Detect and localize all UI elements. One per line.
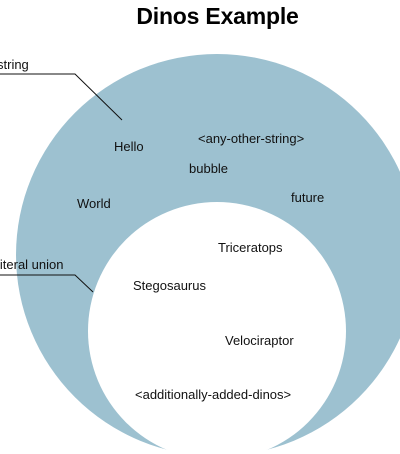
outer-member-world: World (77, 196, 111, 211)
inner-set-label: literal union (0, 257, 64, 272)
inner-member-velociraptor: Velociraptor (225, 333, 294, 348)
outer-set-leader-line (0, 73, 123, 121)
inner-member-triceratops: Triceratops (218, 240, 283, 255)
outer-member-future: future (291, 190, 324, 205)
inner-member-additionally-added-dinos: <additionally-added-dinos> (135, 387, 291, 402)
inner-set-leader-line (0, 274, 94, 293)
diagram-title: Dinos Example (136, 3, 299, 29)
outer-member-hello: Hello (114, 139, 144, 154)
inner-member-stegosaurus: Stegosaurus (133, 278, 206, 293)
outer-member-any-other-string: <any-other-string> (198, 131, 304, 146)
inner-set-circle (88, 202, 346, 454)
outer-member-bubble: bubble (189, 161, 228, 176)
outer-set-label: string (0, 57, 29, 72)
